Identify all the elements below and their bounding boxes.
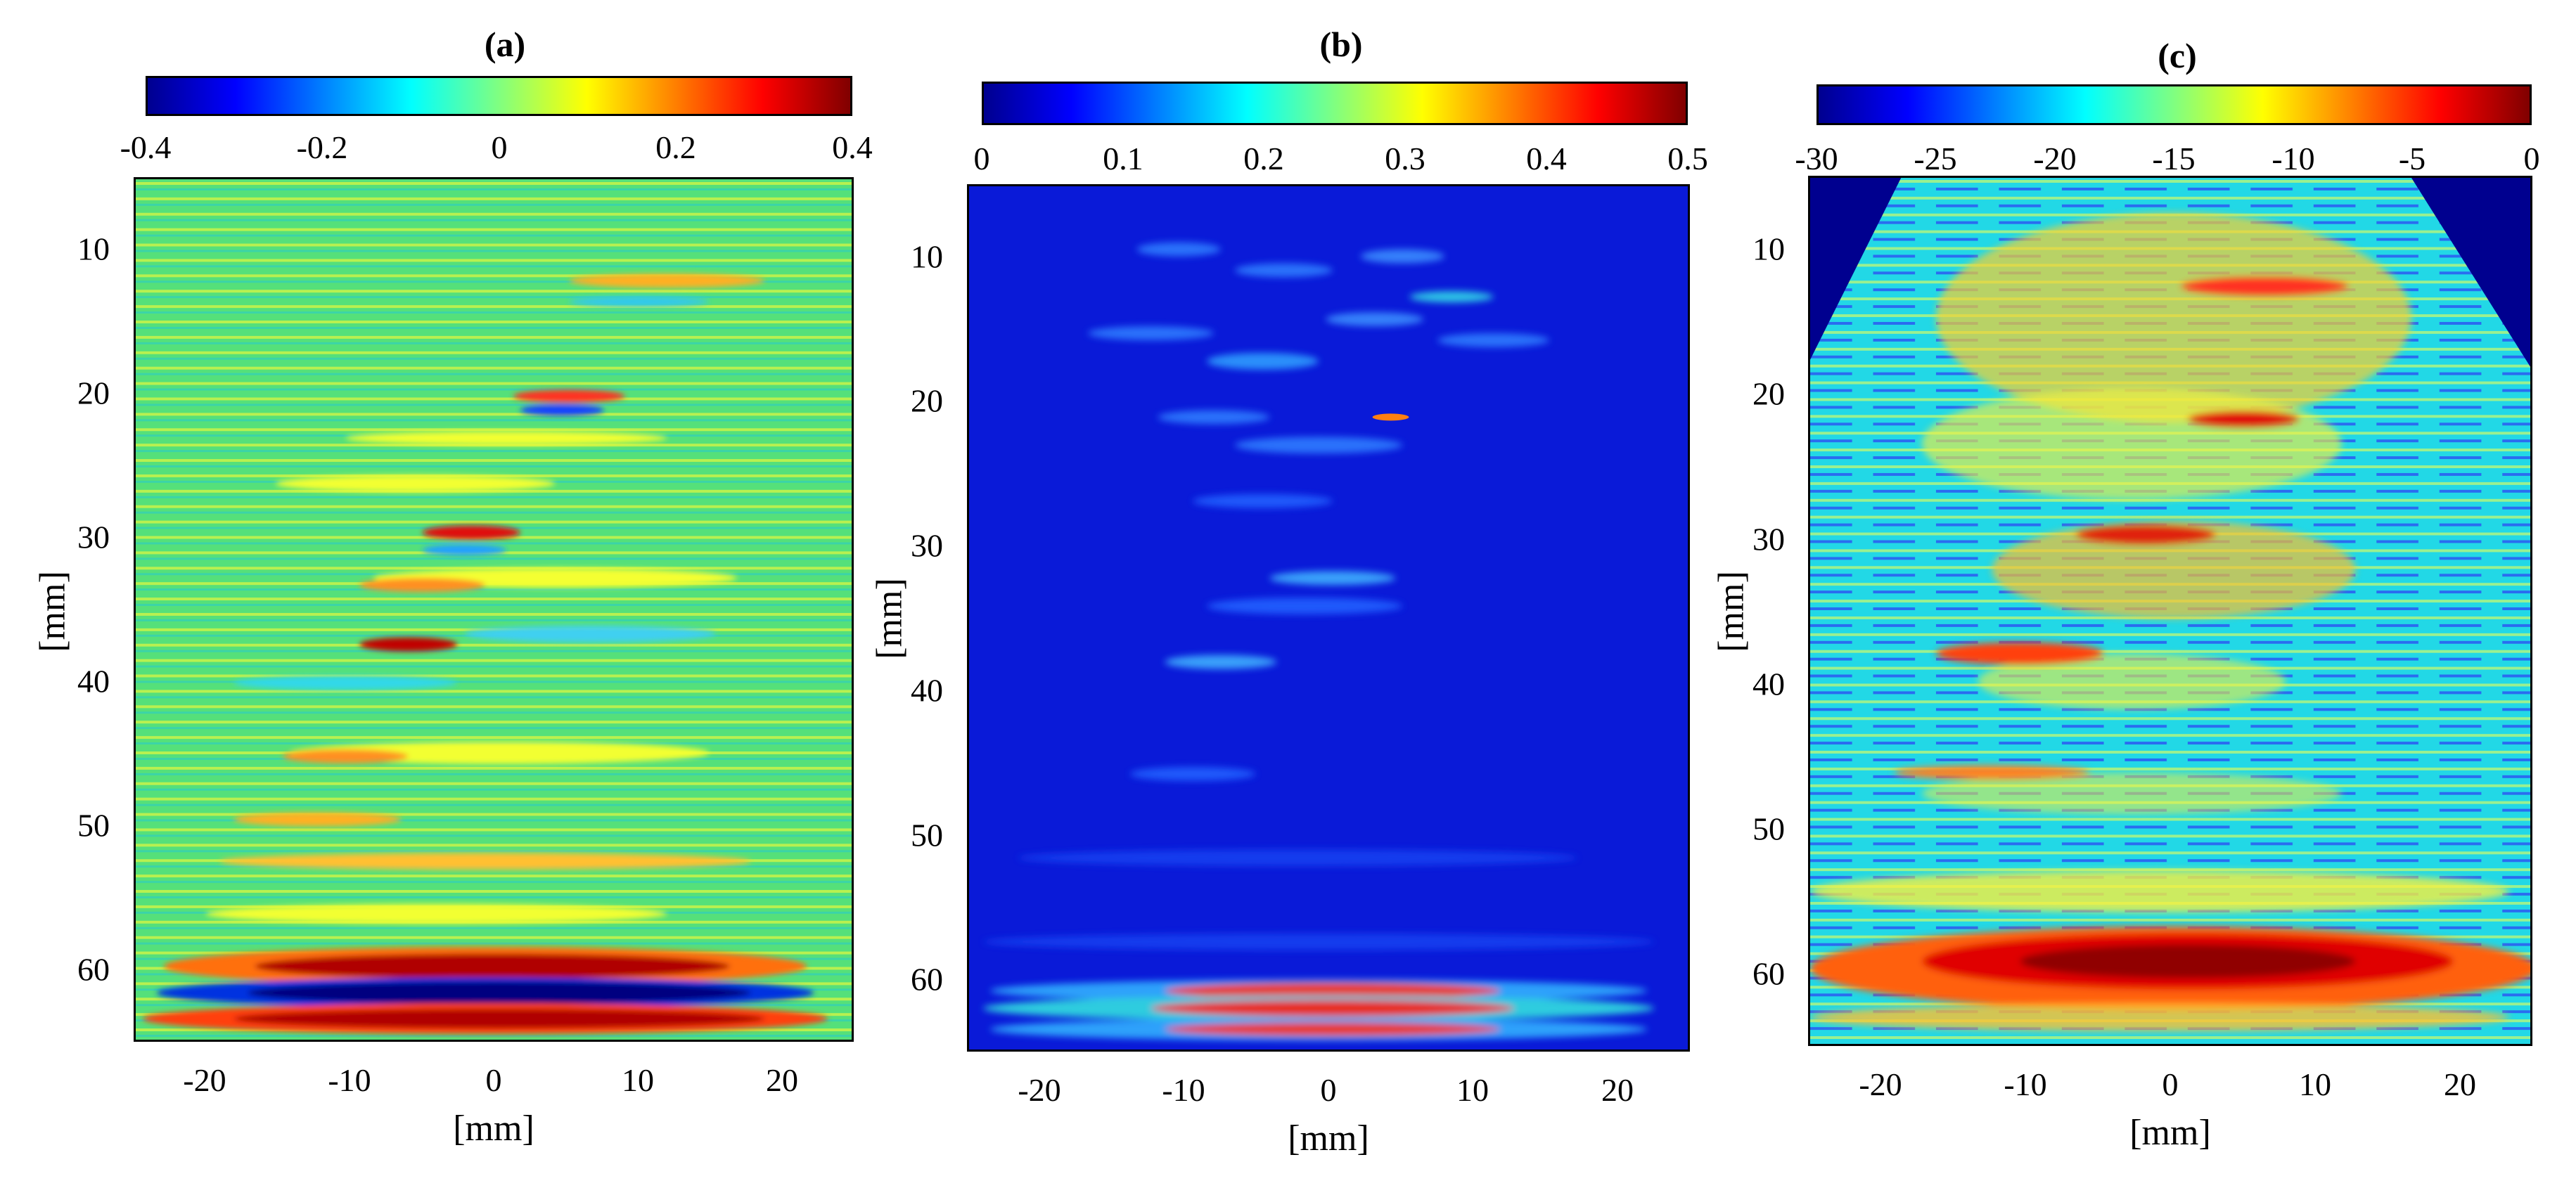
heatmap-canvas (969, 186, 1688, 1050)
colorbar-tick: 0.1 (1103, 141, 1143, 176)
y-axis-label: [mm] (32, 571, 73, 652)
y-tick-label: 50 (77, 807, 110, 844)
colorbar (1816, 84, 2532, 125)
colorbar-tick: -30 (1795, 141, 1838, 176)
y-tick-label: 60 (1752, 955, 1785, 992)
x-tick-label: 0 (2162, 1066, 2179, 1102)
x-tick-label: 0 (1320, 1072, 1337, 1108)
colorbar-tick: -25 (1914, 141, 1957, 176)
colorbar-tick: -15 (2152, 141, 2196, 176)
x-tick-label: 10 (1456, 1072, 1489, 1108)
y-tick-label: 10 (77, 231, 110, 267)
colorbar (146, 76, 852, 116)
x-tick-label: 20 (2444, 1066, 2476, 1102)
colorbar-tick: 0.4 (1526, 141, 1567, 176)
colorbar (982, 82, 1688, 125)
y-tick-label: 50 (1752, 811, 1785, 847)
y-tick-label: 40 (911, 672, 943, 709)
y-tick-label: 30 (911, 527, 943, 564)
colorbar-tick: 0.4 (832, 129, 873, 165)
y-tick-label: 60 (77, 951, 110, 988)
y-tick-label: 50 (911, 817, 943, 853)
colorbar-tick: 0.5 (1667, 141, 1708, 176)
colorbar-tick: 0 (2523, 141, 2540, 176)
heatmap-plot (134, 177, 854, 1042)
y-tick-label: 10 (911, 238, 943, 275)
y-tick-label: 10 (1752, 231, 1785, 267)
heatmap-plot (967, 184, 1690, 1052)
panel-c: (c) -30 -25 -20 -15 -10 -5 0 (1712, 0, 2576, 1188)
x-tick-label: -10 (328, 1062, 371, 1098)
colorbar-tick: 0 (491, 129, 508, 165)
colorbar-tick: 0.2 (1243, 141, 1284, 176)
x-tick-label: -20 (1859, 1066, 1902, 1102)
y-tick-label: 20 (77, 375, 110, 411)
x-tick-label: 20 (1601, 1072, 1634, 1108)
x-tick-label: -10 (2004, 1066, 2047, 1102)
x-axis-label: [mm] (453, 1109, 534, 1149)
panel-title: (c) (2158, 36, 2197, 75)
y-tick-label: 60 (911, 961, 943, 997)
y-axis-label: [mm] (1711, 571, 1752, 652)
x-axis-label: [mm] (2129, 1113, 2211, 1153)
panel-title: (a) (484, 25, 526, 64)
y-tick-label: 40 (1752, 666, 1785, 702)
x-tick-label: -20 (1018, 1072, 1061, 1108)
heatmap-plot (1808, 176, 2532, 1046)
y-tick-label: 30 (77, 519, 110, 555)
y-axis-label: [mm] (869, 578, 910, 659)
x-tick-label: 0 (485, 1062, 502, 1098)
colorbar-tick: -5 (2398, 141, 2426, 176)
y-tick-label: 20 (1752, 375, 1785, 412)
x-tick-label: 10 (2299, 1066, 2331, 1102)
colorbar-tick: -20 (2033, 141, 2077, 176)
colorbar-tick: -0.2 (296, 129, 348, 165)
x-tick-label: -10 (1162, 1072, 1205, 1108)
x-tick-label: 10 (622, 1062, 654, 1098)
heatmap-canvas (136, 179, 852, 1040)
colorbar-tick: 0 (973, 141, 990, 176)
y-tick-label: 40 (77, 663, 110, 699)
x-axis-label: [mm] (1288, 1118, 1369, 1158)
panel-a: (a) -0.4 -0.2 0 0.2 0.4 (0, 0, 873, 1188)
x-tick-label: 20 (766, 1062, 798, 1098)
y-tick-label: 20 (911, 382, 943, 419)
heatmap-canvas (1810, 178, 2530, 1044)
colorbar-tick: -0.4 (120, 129, 172, 165)
panel-title: (b) (1319, 25, 1363, 64)
panel-b: (b) 0 0.1 0.2 0.3 0.4 0.5 (865, 0, 1730, 1188)
y-tick-label: 30 (1752, 521, 1785, 557)
x-tick-label: -20 (183, 1062, 226, 1098)
colorbar-tick: 0.3 (1385, 141, 1425, 176)
colorbar-tick: 0.2 (655, 129, 696, 165)
colorbar-tick: -10 (2271, 141, 2315, 176)
